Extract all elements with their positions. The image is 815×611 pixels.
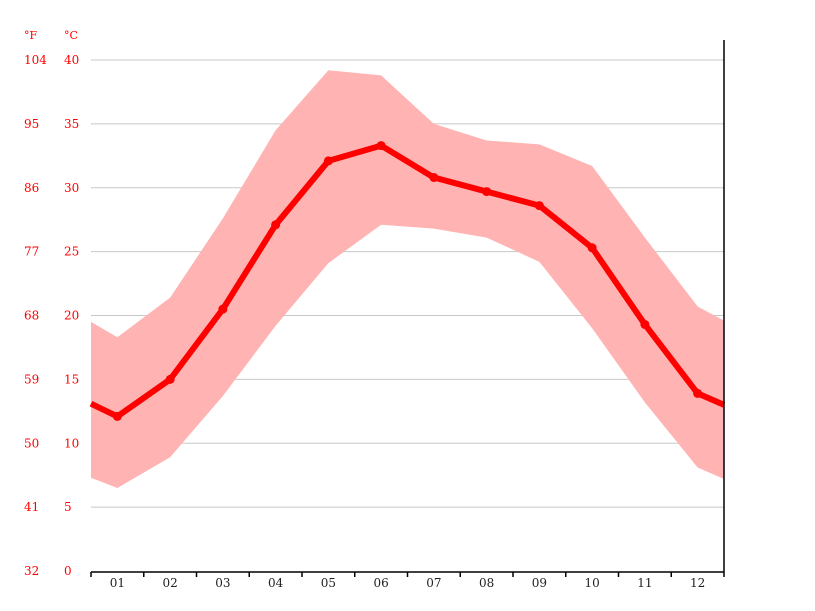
x-axis: 01 02 03 04 05 06 07 08 09 10 11 12 (90, 571, 725, 590)
fahrenheit-tick-label: 104 (24, 53, 47, 67)
mean-temperature-line (89, 142, 726, 420)
data-point (112, 411, 122, 421)
data-point (271, 220, 281, 230)
month-label: 04 (268, 576, 284, 590)
month-label: 10 (584, 576, 599, 590)
fahrenheit-tick-label: 68 (24, 309, 39, 323)
fahrenheit-unit-label: °F (24, 29, 38, 42)
celsius-unit-label: °C (64, 29, 78, 42)
celsius-tick-label: 20 (64, 309, 79, 323)
celsius-tick-label: 30 (64, 181, 79, 195)
month-label: 08 (479, 576, 494, 590)
fahrenheit-tick-label: 59 (24, 372, 39, 386)
celsius-tick-label: 35 (64, 117, 79, 131)
data-point (165, 374, 175, 384)
mean-temperature-points (112, 141, 703, 421)
fahrenheit-tick-label: 41 (24, 500, 39, 514)
month-label: 06 (373, 576, 388, 590)
celsius-tick-label: 10 (64, 436, 79, 450)
data-point (534, 201, 544, 211)
fahrenheit-tick-label: 95 (24, 117, 39, 131)
month-label: 02 (162, 576, 177, 590)
data-point (587, 243, 597, 253)
fahrenheit-tick-label: 77 (24, 245, 39, 259)
celsius-tick-label: 25 (64, 245, 79, 259)
data-point (218, 304, 228, 314)
celsius-tick-label: 0 (64, 564, 72, 578)
celsius-tick-label: 5 (64, 500, 72, 514)
data-point (429, 173, 439, 183)
fahrenheit-tick-label: 32 (24, 564, 39, 578)
fahrenheit-tick-label: 50 (24, 436, 39, 450)
month-label: 05 (321, 576, 336, 590)
month-label: 09 (532, 576, 547, 590)
month-label: 12 (690, 576, 705, 590)
temperature-range-band (91, 70, 724, 488)
month-label: 11 (637, 576, 652, 590)
data-point (376, 141, 386, 151)
data-point (693, 388, 703, 398)
month-label: 01 (110, 576, 125, 590)
data-point (323, 156, 333, 166)
data-point (482, 187, 492, 197)
y-axis-labels: 0 32 5 41 10 50 15 59 20 68 25 77 30 86 35 95 40 104 (24, 53, 79, 578)
fahrenheit-tick-label: 86 (24, 181, 39, 195)
celsius-tick-label: 40 (64, 53, 79, 67)
month-label: 07 (426, 576, 441, 590)
celsius-tick-label: 15 (64, 372, 79, 386)
data-point (640, 319, 650, 329)
month-label: 03 (215, 576, 230, 590)
